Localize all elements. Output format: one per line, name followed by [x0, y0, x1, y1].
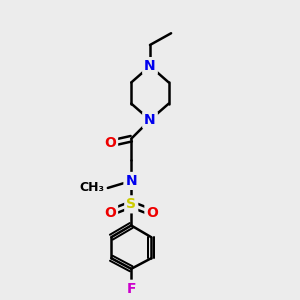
Text: N: N [125, 174, 137, 188]
Text: O: O [104, 136, 116, 150]
Text: F: F [127, 282, 136, 296]
Text: O: O [146, 206, 158, 220]
Text: CH₃: CH₃ [79, 182, 104, 194]
Text: N: N [144, 113, 156, 127]
Text: N: N [144, 59, 156, 73]
Text: S: S [126, 197, 136, 212]
Text: O: O [104, 206, 116, 220]
